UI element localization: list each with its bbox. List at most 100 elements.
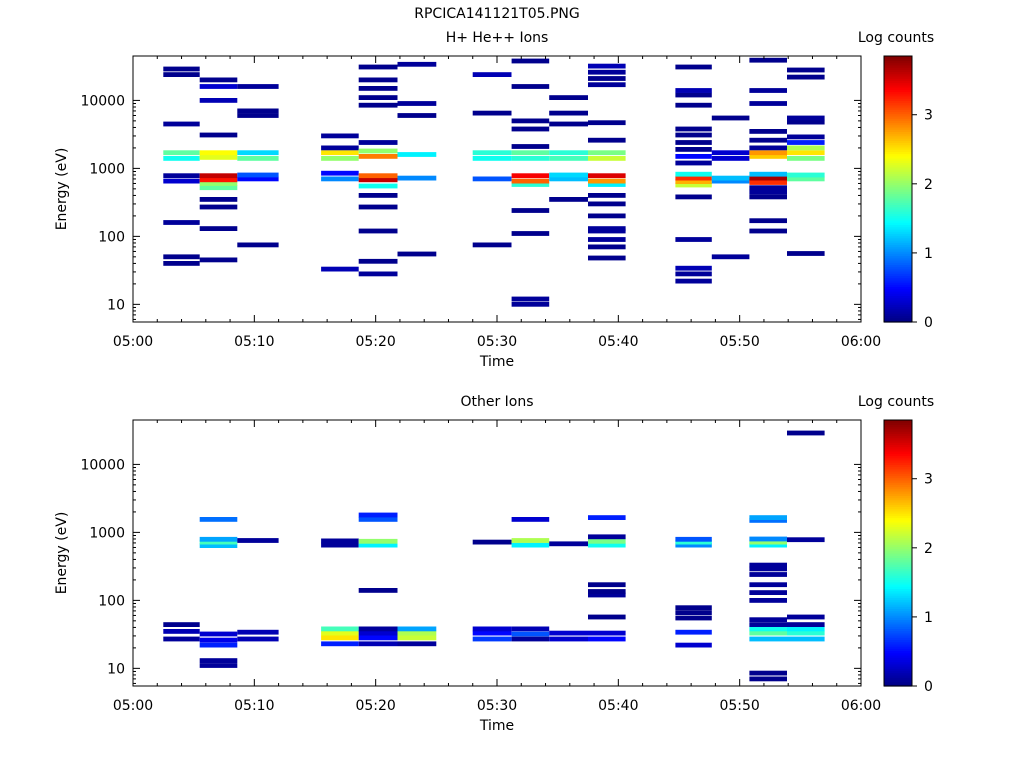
heatmap-cell (237, 636, 279, 642)
heatmap-cell (749, 617, 787, 623)
y-tick-label: 10000 (80, 457, 125, 473)
colorbar-swatch (884, 62, 912, 66)
heatmap-cell (787, 622, 825, 627)
heatmap-cell (511, 296, 550, 302)
heatmap-cell (588, 201, 626, 207)
colorbar-swatch (884, 641, 912, 645)
colorbar-swatch (884, 184, 912, 188)
heatmap-cell (787, 140, 825, 145)
colorbar-swatch (884, 206, 912, 210)
x-tick-label: 05:10 (234, 334, 274, 350)
colorbar-swatch (884, 455, 912, 459)
colorbar-swatch (884, 182, 912, 186)
colorbar-swatch (884, 239, 912, 243)
heatmap-cell (749, 515, 787, 520)
heatmap-cell (787, 119, 825, 125)
colorbar-swatch (884, 237, 912, 241)
heatmap-cell (358, 102, 398, 108)
y-tick-label: 1000 (89, 161, 125, 177)
colorbar-tick-label: 3 (924, 108, 933, 124)
colorbar: 0 1 2 3 (883, 55, 933, 331)
colorbar-tick-label: 2 (924, 177, 933, 193)
colorbar-swatch (884, 215, 912, 219)
colorbar-swatch (884, 652, 912, 656)
heatmap-cell (511, 58, 550, 64)
colorbar-swatch (884, 75, 912, 79)
colorbar-swatch (884, 570, 912, 574)
colorbar-swatch (884, 550, 912, 554)
heatmap-cell (675, 536, 712, 542)
y-tick-label: 100 (98, 229, 125, 245)
colorbar-swatch (884, 129, 912, 132)
colorbar-swatch (884, 639, 912, 643)
heatmap-cell (358, 95, 398, 100)
heatmap-cell (358, 512, 398, 518)
colorbar-swatch (884, 586, 912, 590)
colorbar-swatch (884, 672, 912, 676)
colorbar-swatch (884, 464, 912, 468)
heatmap-cell (511, 126, 550, 132)
colorbar-swatch (884, 539, 912, 543)
colorbar-swatch (884, 304, 912, 308)
heatmap-cell (549, 110, 588, 116)
colorbar-swatch (884, 109, 912, 113)
colorbar-swatch (884, 220, 912, 223)
heatmap-cell (588, 515, 626, 520)
colorbar-swatch (884, 553, 912, 556)
heatmap-cell (549, 150, 588, 156)
heatmap-cell (711, 115, 750, 121)
colorbar-swatch (884, 82, 912, 86)
heatmap-cell (358, 193, 398, 198)
colorbar-swatch (884, 191, 912, 195)
colorbar-swatch (884, 493, 912, 496)
colorbar-swatch (884, 118, 912, 121)
heatmap-cell (163, 150, 200, 156)
colorbar-swatch (884, 115, 912, 119)
colorbar-swatch (884, 60, 912, 64)
heatmap-cell (711, 254, 750, 260)
colorbar-swatch (884, 670, 912, 674)
heatmap-cell (749, 57, 787, 63)
y-axis-label: Energy (eV) (54, 148, 70, 231)
heatmap-cell (588, 630, 626, 636)
colorbar-swatch (884, 679, 912, 683)
colorbar-swatch (884, 612, 912, 616)
colorbar-swatch (884, 308, 912, 312)
y-axis: 10 100 1000 10000 (80, 93, 861, 320)
heatmap-cell (787, 74, 825, 80)
heatmap-cell (358, 148, 398, 154)
heatmap-cell (588, 592, 626, 598)
heatmap-cell (588, 244, 626, 250)
colorbar-swatch (884, 568, 912, 572)
colorbar-swatch (884, 84, 912, 88)
colorbar-swatch (884, 548, 912, 552)
heatmap-cell (511, 517, 550, 522)
colorbar-swatch (884, 617, 912, 621)
colorbar-swatch (884, 233, 912, 237)
colorbar-swatch (884, 197, 912, 201)
colorbar-swatch (884, 597, 912, 601)
heatmap-cell (511, 626, 550, 632)
heatmap-cell (549, 636, 588, 642)
colorbar-swatch (884, 313, 912, 316)
heatmap-cell (199, 631, 238, 637)
colorbar-swatch (884, 271, 912, 274)
colorbar-swatch (884, 80, 912, 84)
colorbar-swatch (884, 579, 912, 583)
heatmap-cell (321, 170, 359, 176)
heatmap-cell (588, 255, 626, 261)
heatmap-cell (237, 84, 279, 89)
y-axis: 10 100 1000 10000 (80, 457, 861, 684)
colorbar-swatch (884, 533, 912, 536)
colorbar-swatch (884, 575, 912, 578)
heatmap-cell (711, 175, 750, 181)
heatmap-cell (549, 156, 588, 161)
heatmap-cell (787, 156, 825, 161)
colorbar-swatch (884, 424, 912, 428)
colorbar-swatch (884, 439, 912, 443)
heatmap-cell (749, 572, 787, 577)
heatmap-cell (199, 150, 238, 156)
heatmap-cell (199, 173, 238, 179)
heatmap-cell (588, 538, 626, 544)
colorbar-swatch (884, 290, 912, 294)
